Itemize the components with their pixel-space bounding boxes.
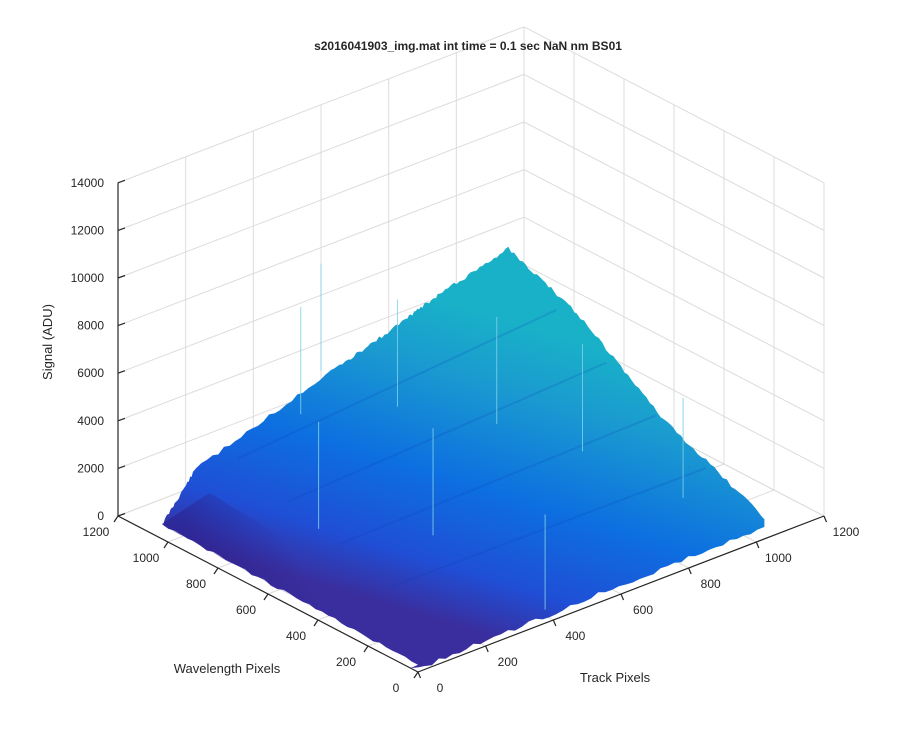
back-wall-grid-line xyxy=(117,169,525,327)
back-wall-grid-line xyxy=(117,121,525,279)
side-wall-grid-line xyxy=(523,169,825,327)
z-tick-label: 4000 xyxy=(77,414,104,428)
tick-labels: 0200400600800100012000200400600800100012… xyxy=(71,176,860,695)
x-tick-label: 200 xyxy=(498,655,518,669)
x-tick-label: 600 xyxy=(633,603,653,617)
side-wall-grid-line xyxy=(523,26,825,184)
side-wall-grid-line xyxy=(523,216,825,374)
z-axis-label: Signal (ADU) xyxy=(40,304,55,380)
x-tick-mark xyxy=(417,671,422,679)
x-tick-label: 400 xyxy=(565,629,585,643)
x-tick-mark xyxy=(823,515,828,523)
z-tick-label: 0 xyxy=(97,509,104,523)
y-tick-mark xyxy=(213,567,219,575)
y-tick-label: 800 xyxy=(186,577,206,591)
y-tick-mark xyxy=(363,645,369,653)
back-wall-grid-line xyxy=(117,73,525,231)
z-tick-mark xyxy=(117,322,126,327)
y-tick-mark xyxy=(413,671,419,679)
y-tick-label: 1000 xyxy=(133,551,160,565)
z-tick-mark xyxy=(117,227,126,231)
z-tick-label: 6000 xyxy=(77,366,104,380)
y-axis-label: Wavelength Pixels xyxy=(174,661,281,676)
side-wall-grid-line xyxy=(523,121,825,279)
y-tick-label: 600 xyxy=(236,603,256,617)
y-tick-label: 0 xyxy=(393,681,400,695)
chart-title: s2016041903_img.mat int time = 0.1 sec N… xyxy=(314,39,622,53)
z-tick-label: 2000 xyxy=(77,461,104,475)
z-tick-mark xyxy=(117,370,126,374)
back-wall-grid-line xyxy=(117,26,525,184)
x-tick-label: 1000 xyxy=(765,551,792,565)
x-tick-mark xyxy=(620,593,625,601)
x-axis-label: Track Pixels xyxy=(580,670,651,685)
surface-streak xyxy=(287,361,607,503)
z-tick-mark xyxy=(117,512,126,517)
surface-streak xyxy=(387,466,707,589)
y-tick-mark xyxy=(113,515,119,523)
z-tick-mark xyxy=(117,274,126,279)
y-tick-mark xyxy=(263,593,269,601)
spikes xyxy=(300,263,684,610)
x-tick-mark xyxy=(485,645,489,653)
z-tick-label: 12000 xyxy=(71,223,105,237)
side-wall-grid-line xyxy=(523,73,825,231)
y-tick-label: 200 xyxy=(336,655,356,669)
z-tick-mark xyxy=(117,417,126,422)
y-tick-mark xyxy=(163,541,169,549)
z-tick-label: 14000 xyxy=(71,176,105,190)
side-wall-grid-line xyxy=(523,264,825,422)
x-tick-mark xyxy=(552,619,557,627)
y-tick-label: 1200 xyxy=(83,525,110,539)
x-tick-label: 0 xyxy=(437,681,444,695)
x-tick-mark xyxy=(755,541,760,549)
y-tick-mark xyxy=(313,619,319,627)
surface-front-shading xyxy=(162,493,466,666)
z-tick-mark xyxy=(117,465,126,469)
z-tick-label: 10000 xyxy=(71,271,105,285)
y-tick-label: 400 xyxy=(286,629,306,643)
surface-streak xyxy=(337,414,657,546)
x-tick-label: 1200 xyxy=(833,525,860,539)
z-tick-mark xyxy=(117,179,126,184)
x-tick-label: 800 xyxy=(701,577,721,591)
z-tick-label: 8000 xyxy=(77,319,104,333)
x-tick-mark xyxy=(688,567,692,575)
